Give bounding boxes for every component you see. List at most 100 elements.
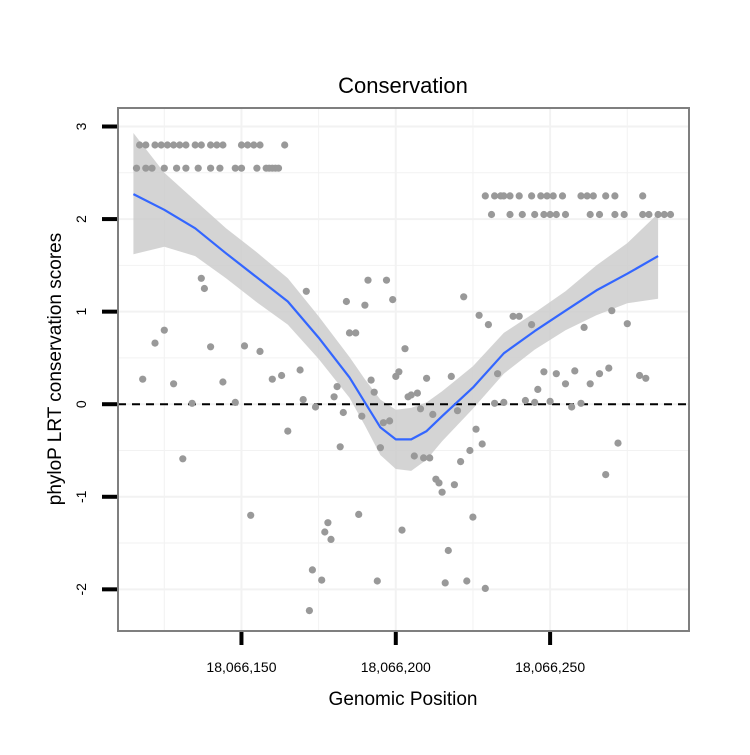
data-point xyxy=(605,364,613,372)
data-point xyxy=(546,210,554,219)
data-point xyxy=(237,164,246,172)
data-point xyxy=(401,345,409,353)
y-tick-label: -1 xyxy=(73,490,89,503)
data-point xyxy=(170,380,178,388)
y-tick-label: 2 xyxy=(73,215,89,223)
y-tick-label: 1 xyxy=(73,307,89,315)
data-point xyxy=(231,398,239,406)
data-point xyxy=(330,393,338,401)
data-point xyxy=(311,403,320,411)
data-point xyxy=(274,164,283,172)
data-point xyxy=(534,385,542,393)
y-axis-label: phyloP LRT conservation scores xyxy=(45,233,66,506)
data-point xyxy=(364,276,372,284)
data-point xyxy=(611,210,619,219)
data-point xyxy=(521,396,530,405)
data-point xyxy=(447,372,455,380)
data-point xyxy=(237,141,246,149)
data-point xyxy=(219,378,227,386)
data-point xyxy=(142,164,150,172)
data-points xyxy=(132,141,675,615)
data-point xyxy=(568,403,576,411)
data-point xyxy=(321,528,329,536)
data-point xyxy=(318,576,326,584)
data-point xyxy=(148,164,156,172)
data-point xyxy=(182,141,190,149)
data-point xyxy=(515,192,523,200)
data-point xyxy=(589,192,597,200)
data-point xyxy=(420,454,428,462)
data-point xyxy=(487,210,496,219)
data-point xyxy=(528,192,536,200)
data-point xyxy=(296,366,304,374)
data-point xyxy=(281,141,289,149)
data-point xyxy=(561,380,570,388)
data-point xyxy=(219,141,227,149)
data-point xyxy=(358,412,366,420)
data-point xyxy=(444,546,452,555)
data-point xyxy=(515,312,523,320)
data-point xyxy=(546,397,554,405)
data-point xyxy=(500,192,508,200)
data-point xyxy=(170,141,178,149)
data-point xyxy=(207,141,215,149)
data-point xyxy=(299,396,307,404)
x-tick-label: 18,066,250 xyxy=(515,659,585,675)
data-point xyxy=(552,370,560,378)
data-point xyxy=(345,329,354,337)
loess-fit-line xyxy=(132,193,659,441)
data-point xyxy=(540,368,548,376)
data-point xyxy=(475,311,483,319)
data-point xyxy=(386,417,394,425)
data-point xyxy=(256,141,264,149)
data-point xyxy=(463,577,471,585)
data-point xyxy=(639,192,647,200)
confidence-band-group xyxy=(133,133,659,471)
data-point xyxy=(552,210,560,219)
data-point xyxy=(352,329,360,337)
data-point xyxy=(654,210,662,219)
data-point xyxy=(160,326,168,334)
data-point xyxy=(207,164,215,172)
data-point xyxy=(398,526,406,534)
data-point xyxy=(194,164,202,172)
data-point xyxy=(244,141,252,149)
y-axis: -2 -1 0 1 2 3 xyxy=(73,122,117,596)
data-point xyxy=(441,579,449,587)
data-point xyxy=(531,210,539,219)
data-point xyxy=(561,210,570,219)
data-point xyxy=(151,141,159,149)
data-point xyxy=(256,347,264,355)
data-point xyxy=(460,293,468,301)
data-point xyxy=(614,439,622,447)
data-point xyxy=(176,141,184,149)
data-point xyxy=(136,141,144,149)
data-point xyxy=(602,471,610,479)
data-point xyxy=(191,141,199,149)
data-point xyxy=(179,455,187,463)
x-tick-label: 18,066,150 xyxy=(206,659,276,675)
data-point xyxy=(200,284,208,293)
data-point xyxy=(132,164,141,172)
data-point xyxy=(423,374,431,382)
data-point xyxy=(558,192,567,200)
data-point xyxy=(142,141,150,149)
data-point xyxy=(370,388,378,396)
data-point xyxy=(182,164,190,172)
data-point xyxy=(620,210,628,219)
panel-border xyxy=(117,107,690,632)
data-point xyxy=(580,323,588,331)
data-point xyxy=(639,210,647,219)
data-point xyxy=(355,510,363,518)
data-point xyxy=(543,192,551,200)
data-point xyxy=(336,443,344,451)
data-point xyxy=(376,444,384,452)
data-point xyxy=(506,210,514,219)
confidence-band xyxy=(133,133,659,471)
x-axis-label: Genomic Position xyxy=(329,689,478,710)
data-point xyxy=(410,452,418,460)
data-point xyxy=(197,141,205,149)
y-tick-label: -2 xyxy=(73,583,89,596)
